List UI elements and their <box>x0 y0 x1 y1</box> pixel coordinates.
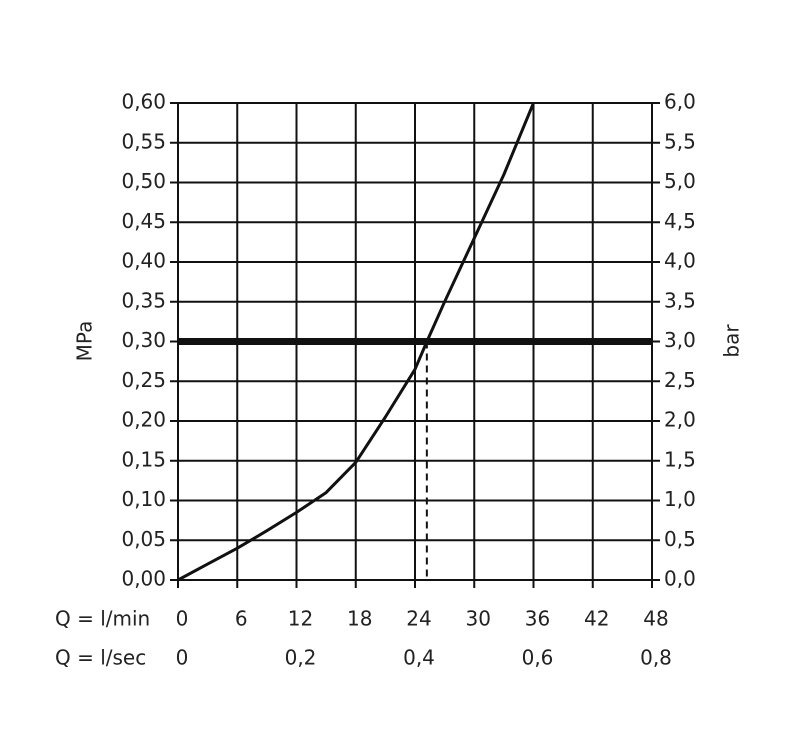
y-tick-label: 0,00 <box>121 567 166 591</box>
y2-tick-label: 1,5 <box>664 447 696 471</box>
x-tick-label: 42 <box>584 607 609 631</box>
y2-tick-label: 2,0 <box>664 408 696 432</box>
y-tick-label: 0,45 <box>121 209 166 233</box>
x-tick-label: 36 <box>525 607 550 631</box>
y-tick-label: 0,35 <box>121 288 166 312</box>
y2-tick-label: 6,0 <box>664 90 696 114</box>
x-tick-label: 0 <box>176 607 189 631</box>
y-tick-label: 0,30 <box>121 328 166 352</box>
y-tick-label: 0,15 <box>121 447 166 471</box>
y2-tick-label: 3,5 <box>664 288 696 312</box>
x2-tick-label: 0,2 <box>285 646 317 670</box>
y2-tick-label: 5,5 <box>664 129 696 153</box>
y2-tick-label: 0,5 <box>664 527 696 551</box>
x-axis-label: Q = l/min <box>55 607 150 631</box>
y-tick-label: 0,05 <box>121 527 166 551</box>
x2-tick-label: 0 <box>176 646 189 670</box>
x-tick-label: 30 <box>466 607 491 631</box>
y2-tick-label: 1,0 <box>664 487 696 511</box>
y2-tick-label: 3,0 <box>664 328 696 352</box>
x-tick-label: 6 <box>235 607 248 631</box>
x2-axis-label: Q = l/sec <box>55 646 146 670</box>
y-tick-label: 0,60 <box>121 90 166 114</box>
y-tick-label: 0,20 <box>121 408 166 432</box>
y-axis-label: MPa <box>73 321 97 362</box>
x-tick-label: 12 <box>288 607 313 631</box>
y2-tick-label: 0,0 <box>664 567 696 591</box>
data-line <box>177 102 535 582</box>
y2-tick-label: 4,5 <box>664 209 696 233</box>
x-tick-label: 18 <box>347 607 372 631</box>
y2-axis-label: bar <box>720 324 744 358</box>
x2-tick-label: 0,6 <box>522 646 554 670</box>
y-tick-label: 0,10 <box>121 487 166 511</box>
y2-tick-label: 4,0 <box>664 249 696 273</box>
x2-tick-label: 0,4 <box>403 646 435 670</box>
y-tick-label: 0,25 <box>121 368 166 392</box>
y2-tick-label: 5,0 <box>664 169 696 193</box>
y2-tick-label: 2,5 <box>664 368 696 392</box>
y-tick-label: 0,40 <box>121 249 166 273</box>
x-tick-label: 48 <box>643 607 668 631</box>
x2-tick-label: 0,8 <box>640 646 672 670</box>
y-tick-label: 0,50 <box>121 169 166 193</box>
y-tick-label: 0,55 <box>121 129 166 153</box>
x-tick-label: 24 <box>406 607 431 631</box>
